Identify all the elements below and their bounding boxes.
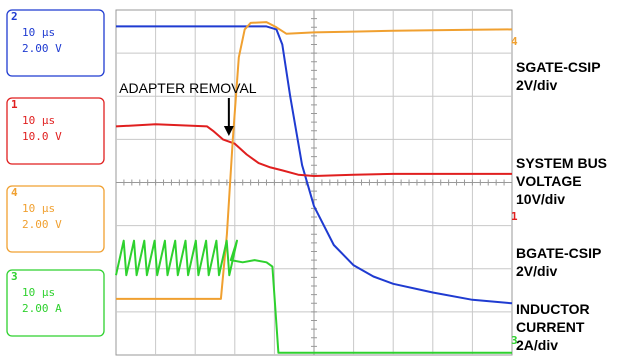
trace-ch1: [115, 123, 512, 177]
graticule: [115, 9, 513, 356]
trace-label-ch3: 2A/div: [516, 337, 558, 353]
channel-number: 2: [11, 10, 18, 23]
trace-ch2: [116, 25, 513, 305]
annotation-text: ADAPTER REMOVAL: [119, 80, 257, 96]
adapter-removal-annotation: ADAPTER REMOVAL: [119, 80, 257, 136]
trace-label-ch1: SYSTEM BUS: [516, 155, 607, 171]
channel-box-frame: [6, 269, 105, 337]
channel-marker-right-3: 3: [511, 334, 518, 347]
channel-number: 4: [11, 186, 18, 199]
channel-box-frame: [6, 185, 105, 253]
trace-ch3: [115, 239, 512, 354]
trace-label-ch3: INDUCTOR: [516, 301, 590, 317]
trace-label-ch4: 2V/div: [516, 77, 557, 93]
annotation-arrow-head: [223, 126, 234, 136]
trace-label-ch4: SGATE-CSIP: [516, 59, 601, 75]
channel-box-4: 4 10 μs 2.00 V: [6, 185, 105, 253]
channel-box-2: 2 10 μs 2.00 V: [6, 9, 105, 77]
channel-timebase: 10 μs: [22, 26, 55, 39]
trace-label-ch1: VOLTAGE: [516, 173, 582, 189]
channel-scale: 2.00 A: [22, 302, 62, 315]
channel-timebase: 10 μs: [22, 202, 55, 215]
channel-box-frame: [6, 9, 105, 77]
channel-marker-right-4: 4: [511, 35, 518, 48]
channel-marker-right-1: 1: [511, 210, 518, 223]
trace-group: [115, 21, 513, 354]
trace-label-ch1: 10V/div: [516, 191, 565, 207]
channel-number: 1: [11, 98, 18, 111]
channel-scale-boxes: 2 10 μs 2.00 V 1 10 μs 10.0 V 4 10 μs 2.00 V 3 10 …: [6, 9, 105, 337]
channel-box-frame: [6, 97, 105, 165]
channel-number: 3: [11, 270, 18, 283]
channel-box-1: 1 10 μs 10.0 V: [6, 97, 105, 165]
trace-label-ch3: CURRENT: [516, 319, 585, 335]
trace-label-ch2: BGATE-CSIP: [516, 245, 601, 261]
channel-timebase: 10 μs: [22, 286, 55, 299]
channel-scale: 10.0 V: [22, 130, 62, 143]
channel-timebase: 10 μs: [22, 114, 55, 127]
channel-scale: 2.00 V: [22, 42, 62, 55]
trace-label-ch2: 2V/div: [516, 263, 557, 279]
channel-scale: 2.00 V: [22, 218, 62, 231]
trace-labels: BGATE-CSIP 2V/div SYSTEM BUS VOLTAGE 10V/div…: [511, 35, 607, 353]
channel-box-3: 3 10 μs 2.00 A: [6, 269, 105, 337]
trace-ch4: [116, 21, 513, 300]
